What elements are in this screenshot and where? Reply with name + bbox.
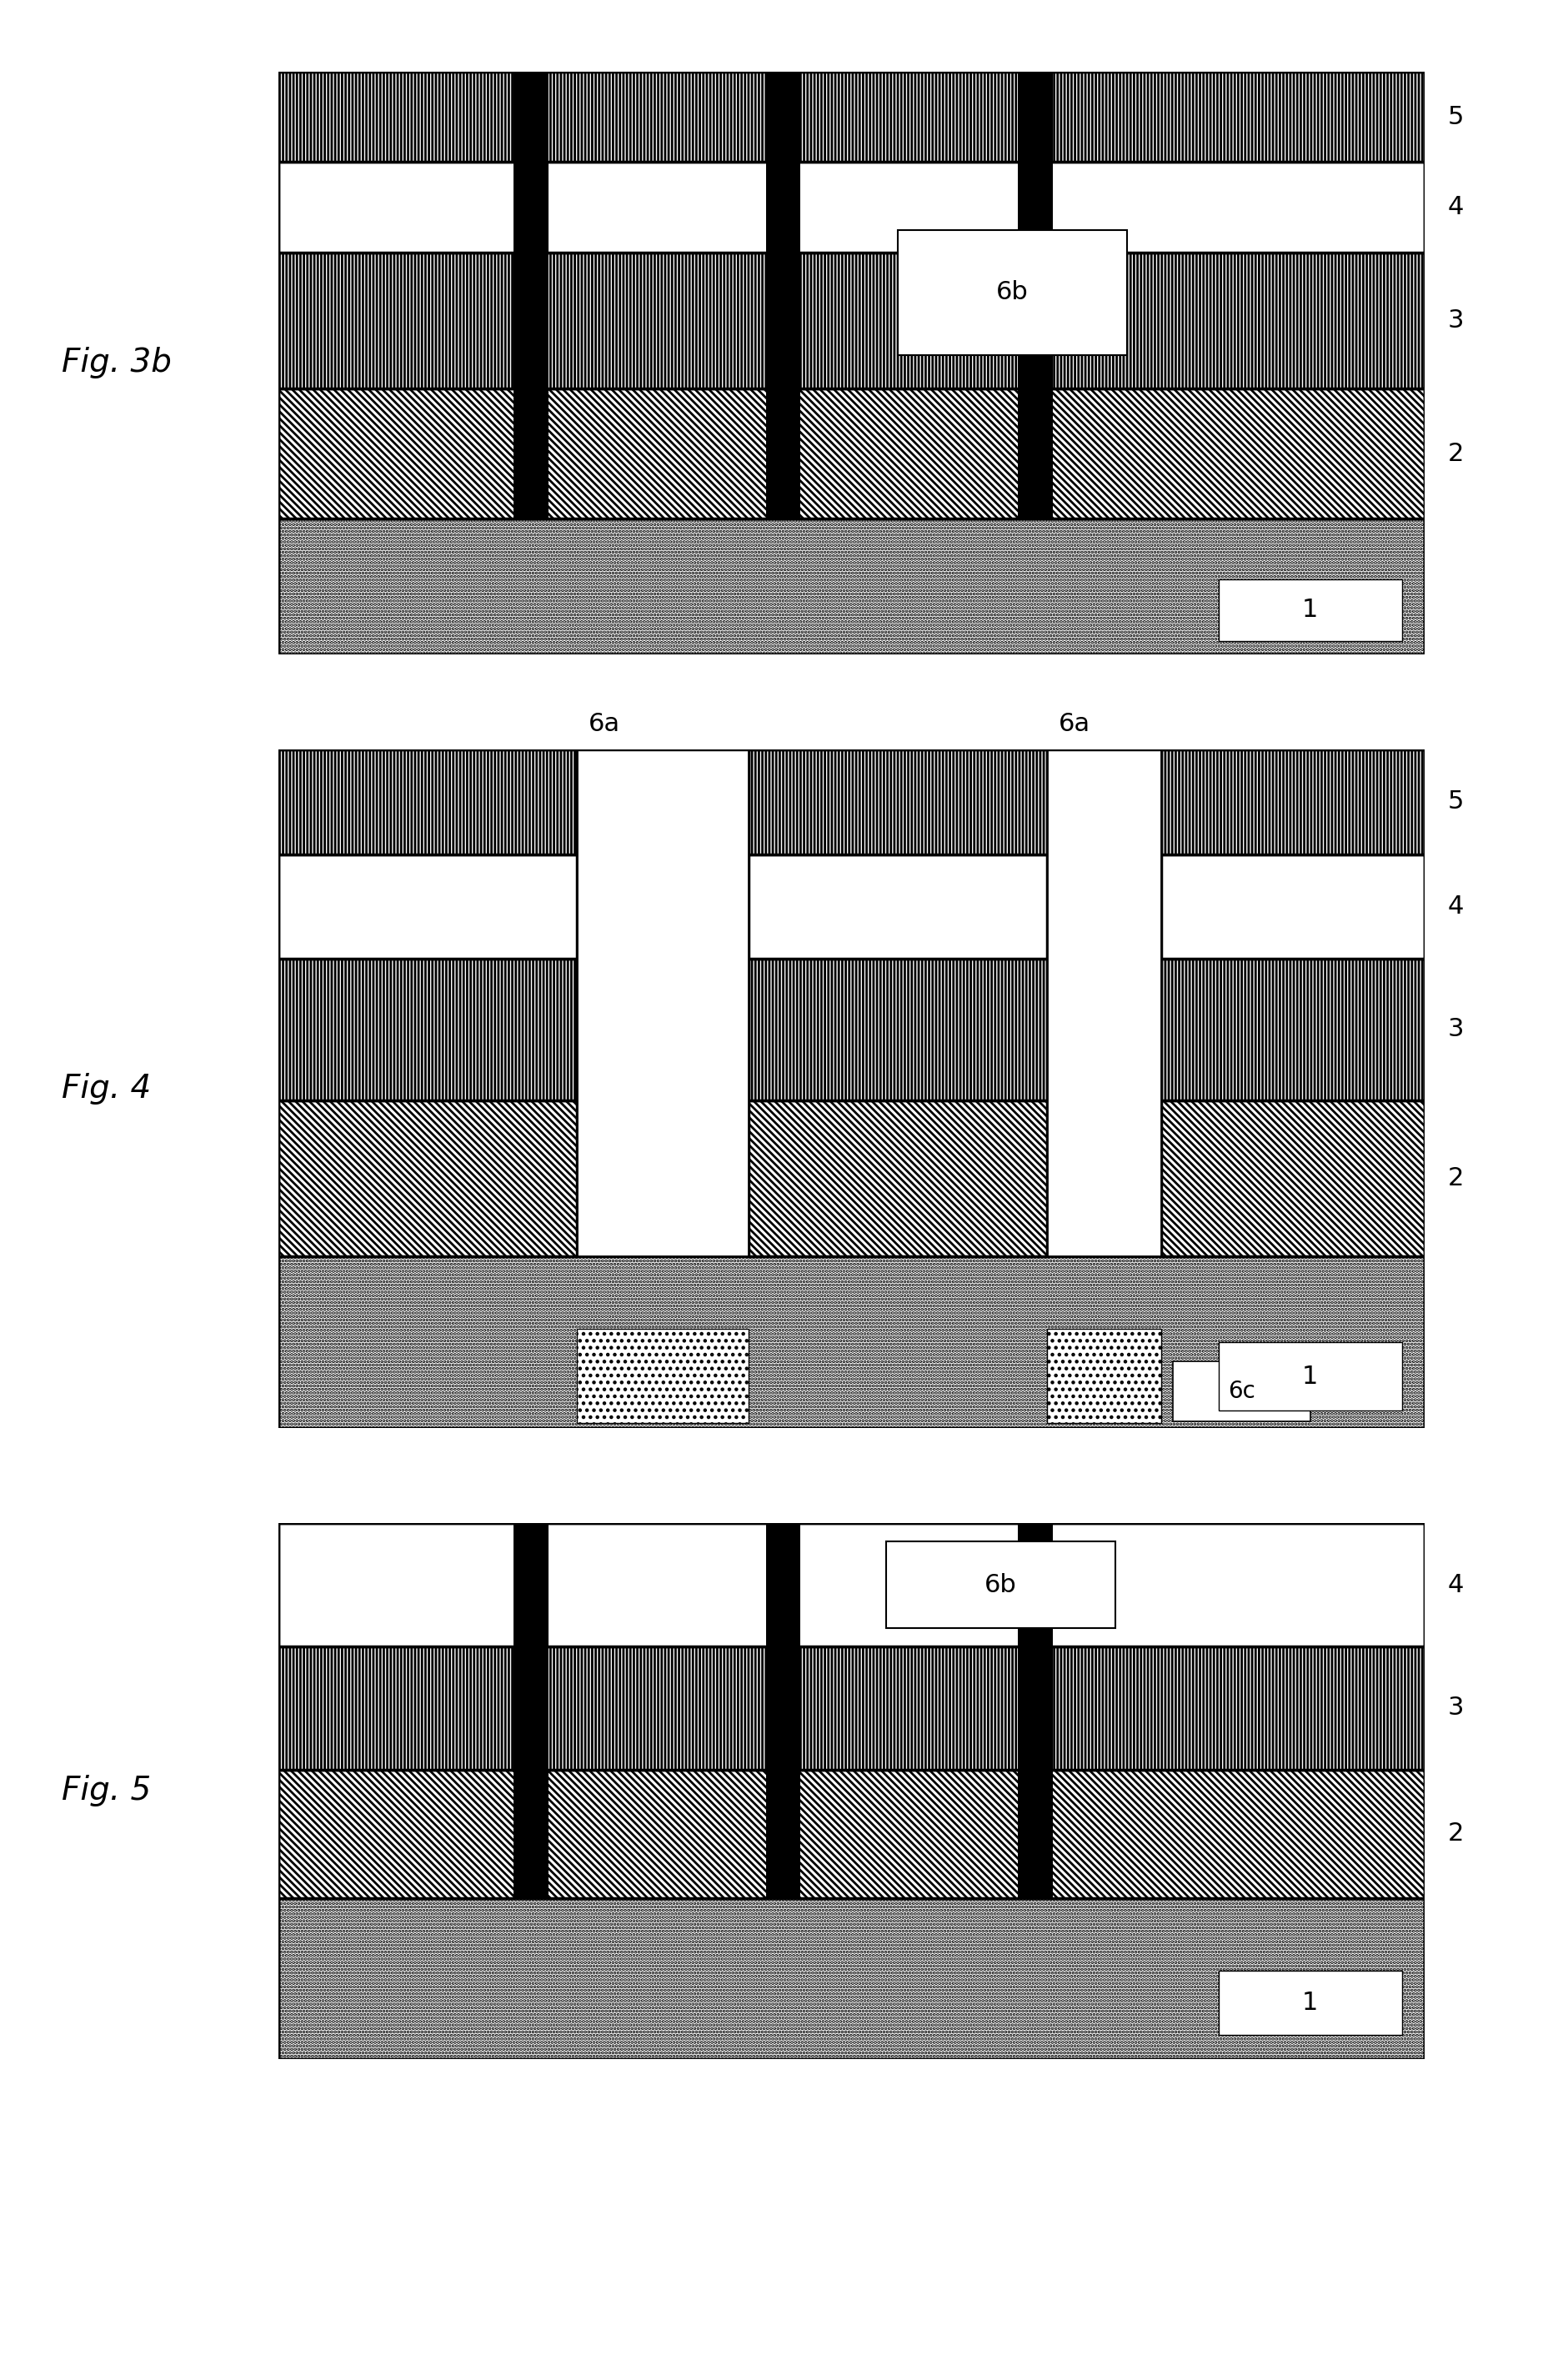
- Text: 3: 3: [1447, 1697, 1463, 1721]
- Bar: [279, 750, 576, 854]
- Text: Fig. 3b: Fig. 3b: [62, 347, 172, 378]
- Text: 6a: 6a: [1057, 712, 1090, 735]
- Text: 1: 1: [1302, 597, 1317, 621]
- Text: 6a: 6a: [588, 712, 619, 735]
- Bar: [748, 1100, 1046, 1257]
- Text: 2: 2: [1447, 443, 1463, 466]
- Bar: [1218, 581, 1401, 640]
- Text: 6b: 6b: [985, 1573, 1017, 1597]
- Bar: [765, 71, 800, 519]
- Bar: [514, 71, 548, 519]
- Bar: [898, 231, 1127, 355]
- Bar: [1218, 1342, 1401, 1411]
- Text: 2: 2: [1447, 1166, 1463, 1190]
- Bar: [885, 1542, 1115, 1628]
- Text: 4: 4: [1447, 895, 1463, 919]
- Bar: [1161, 1100, 1424, 1257]
- Text: 4: 4: [1447, 195, 1463, 219]
- Bar: [279, 1523, 1424, 1647]
- Bar: [279, 162, 1424, 252]
- Bar: [279, 252, 1424, 388]
- Bar: [279, 1257, 1424, 1428]
- Bar: [748, 854, 1046, 959]
- Bar: [1046, 750, 1161, 1257]
- Bar: [1161, 959, 1424, 1100]
- Bar: [1017, 71, 1051, 519]
- Text: Fig. 4: Fig. 4: [62, 1073, 152, 1104]
- Bar: [514, 1523, 548, 1899]
- Bar: [1218, 1971, 1401, 2035]
- Text: 5: 5: [1447, 790, 1463, 814]
- Text: Fig. 5: Fig. 5: [62, 1775, 152, 1806]
- Bar: [279, 388, 1424, 519]
- Text: 2: 2: [1447, 1821, 1463, 1847]
- Bar: [279, 854, 576, 959]
- Bar: [1172, 1361, 1310, 1421]
- Bar: [576, 750, 748, 1257]
- Bar: [748, 959, 1046, 1100]
- Text: 1: 1: [1302, 1364, 1317, 1388]
- Bar: [765, 1523, 800, 1899]
- Bar: [748, 750, 1046, 854]
- Bar: [279, 1647, 1424, 1768]
- Text: 4: 4: [1447, 1573, 1463, 1597]
- Text: 1: 1: [1302, 1990, 1317, 2013]
- Text: 3: 3: [1447, 1016, 1463, 1042]
- Text: 6c: 6c: [1228, 1380, 1254, 1402]
- Bar: [1046, 1328, 1161, 1423]
- Text: 5: 5: [1447, 105, 1463, 129]
- Bar: [279, 71, 1424, 162]
- Bar: [1017, 1523, 1051, 1899]
- Bar: [279, 959, 576, 1100]
- Bar: [279, 519, 1424, 654]
- Bar: [576, 1328, 748, 1423]
- Bar: [279, 1899, 1424, 2059]
- Bar: [1161, 854, 1424, 959]
- Text: 6b: 6b: [995, 281, 1028, 305]
- Bar: [279, 1768, 1424, 1899]
- Bar: [279, 1100, 576, 1257]
- Text: 3: 3: [1447, 309, 1463, 333]
- Bar: [1161, 750, 1424, 854]
